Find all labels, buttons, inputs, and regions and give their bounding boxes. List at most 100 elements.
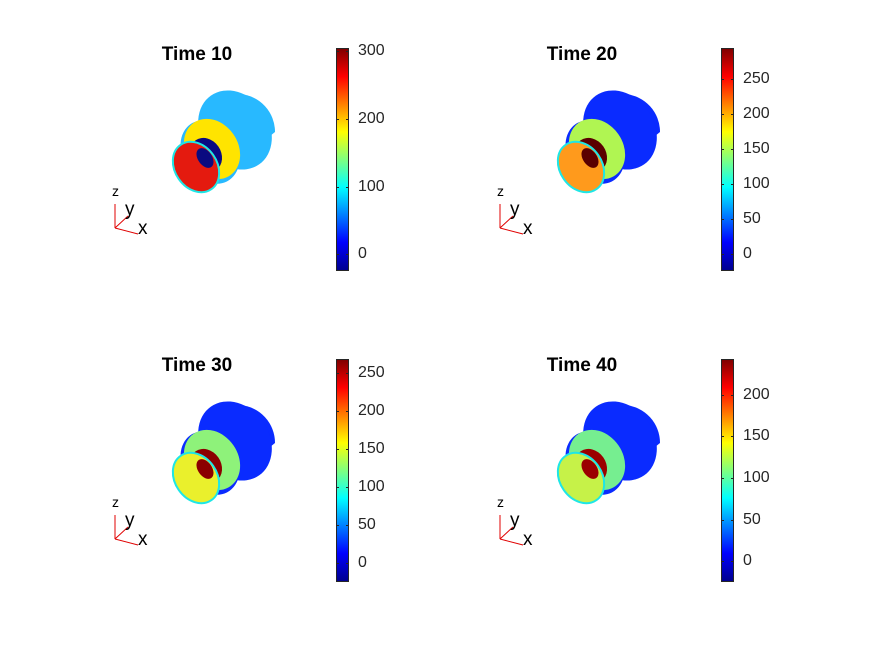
- z-axis-label: z: [497, 494, 504, 510]
- surface-plot: zyx: [497, 90, 661, 239]
- colorbar-tick-mark: [721, 394, 724, 396]
- colorbar-tick-mark: [721, 436, 724, 438]
- colorbar-tick-mark: [346, 186, 349, 188]
- y-axis-line: [499, 215, 514, 229]
- colorbar-tick-mark: [721, 218, 724, 220]
- colorbar-tick-mark: [346, 524, 349, 526]
- chart-title: Time 30: [161, 355, 233, 376]
- colorbar-tick-mark: [336, 448, 339, 450]
- x-axis-line: [114, 227, 139, 235]
- x-axis-label: x: [523, 218, 533, 239]
- surface-plot: zyx: [497, 401, 661, 550]
- y-axis-line: [499, 526, 514, 540]
- colorbar-tick-label: 150: [358, 439, 385, 457]
- subplot-time-40: Time 40 0 50 100 150 200 z y x: [465, 355, 855, 645]
- colorbar-gradient: [336, 48, 349, 271]
- colorbar-tick-mark: [721, 561, 724, 563]
- colorbar-tick-mark: [731, 183, 734, 185]
- colorbar-tick-label: 0: [743, 244, 752, 262]
- chart-title: Time 10: [161, 44, 233, 65]
- axis-triad: zyx: [112, 494, 148, 550]
- x-axis-line: [499, 538, 524, 546]
- subplot-time-30: Time 30 0 50 100 150 200 250 z y x: [80, 355, 470, 645]
- colorbar-tick-mark: [336, 372, 339, 374]
- colorbar-tick-label: 150: [743, 140, 770, 158]
- subplot-time-20: Time 20 0 50 100 150 200 250 z y x: [465, 44, 855, 334]
- x-axis-line: [114, 538, 139, 546]
- colorbar-tick-mark: [731, 477, 734, 479]
- colorbar-tick-mark: [731, 394, 734, 396]
- colorbar-tick-label: 200: [743, 105, 770, 123]
- x-axis-label: x: [523, 529, 533, 550]
- x-axis-label: x: [138, 218, 148, 239]
- surface-plot: zyx: [112, 401, 276, 550]
- colorbar-tick-mark: [721, 183, 724, 185]
- colorbar-tick-mark: [346, 562, 349, 564]
- colorbar-tick-mark: [731, 436, 734, 438]
- colorbar-tick-label: 50: [743, 510, 761, 528]
- y-axis-label: y: [510, 199, 520, 220]
- y-axis-label: y: [125, 510, 135, 531]
- colorbar-gradient: [721, 48, 734, 271]
- colorbar-tick-mark: [346, 372, 349, 374]
- colorbar-tick-mark: [721, 519, 724, 521]
- colorbar-tick-label: 100: [743, 174, 770, 192]
- chart-title: Time 40: [546, 355, 618, 376]
- axis-triad: zyx: [112, 183, 148, 239]
- colorbar-tick-mark: [346, 410, 349, 412]
- colorbar-tick-label: 100: [358, 177, 385, 195]
- z-axis-label: z: [112, 183, 119, 199]
- chart-title: Time 20: [546, 44, 618, 65]
- colorbar-tick-mark: [731, 253, 734, 255]
- colorbar-tick-label: 50: [358, 515, 376, 533]
- colorbar-tick-mark: [346, 51, 349, 53]
- colorbar-tick-mark: [721, 79, 724, 81]
- y-axis-line: [114, 526, 129, 540]
- colorbar-tick-mark: [336, 562, 339, 564]
- colorbar-tick-mark: [721, 477, 724, 479]
- bore-hole: [581, 459, 599, 479]
- colorbar-tick-mark: [731, 218, 734, 220]
- colorbar-tick-mark: [731, 561, 734, 563]
- colorbar-tick-label: 150: [743, 427, 770, 445]
- colorbar-tick-label: 0: [358, 245, 367, 263]
- colorbar-tick-label: 250: [743, 70, 770, 88]
- colorbar-tick-mark: [336, 524, 339, 526]
- colorbar-tick-mark: [721, 149, 724, 151]
- colorbar-tick-mark: [336, 254, 339, 256]
- y-axis-label: y: [510, 510, 520, 531]
- axis-triad: zyx: [497, 494, 533, 550]
- colorbar-tick-label: 0: [358, 553, 367, 571]
- colorbar-tick-mark: [731, 519, 734, 521]
- colorbar-tick-label: 100: [743, 468, 770, 486]
- z-axis-label: z: [112, 494, 119, 510]
- colorbar-tick-mark: [731, 114, 734, 116]
- bore-hole: [196, 459, 214, 479]
- colorbar-tick-mark: [336, 486, 339, 488]
- axis-triad: zyx: [497, 183, 533, 239]
- colorbar-tick-label: 200: [743, 385, 770, 403]
- colorbar-tick-label: 300: [358, 42, 385, 60]
- colorbar-tick-label: 200: [358, 401, 385, 419]
- colorbar-tick-label: 250: [358, 363, 385, 381]
- colorbar-tick-mark: [721, 253, 724, 255]
- colorbar-tick-label: 100: [358, 477, 385, 495]
- colorbar-tick-label: 0: [743, 552, 752, 570]
- colorbar-tick-mark: [346, 448, 349, 450]
- colorbar-tick-mark: [336, 51, 339, 53]
- surface-plot: zyx: [112, 90, 276, 239]
- colorbar-tick-mark: [346, 118, 349, 120]
- y-axis-line: [114, 215, 129, 229]
- colorbar-tick-label: 200: [358, 109, 385, 127]
- z-axis-label: z: [497, 183, 504, 199]
- colorbar-tick-mark: [721, 114, 724, 116]
- colorbar-tick-mark: [346, 486, 349, 488]
- colorbar-tick-mark: [731, 149, 734, 151]
- colorbar-tick-mark: [336, 186, 339, 188]
- x-axis-line: [499, 227, 524, 235]
- bore-hole: [196, 148, 214, 168]
- colorbar-gradient: [721, 359, 734, 582]
- colorbar-gradient: [336, 359, 349, 582]
- y-axis-label: y: [125, 199, 135, 220]
- colorbar-tick-mark: [336, 118, 339, 120]
